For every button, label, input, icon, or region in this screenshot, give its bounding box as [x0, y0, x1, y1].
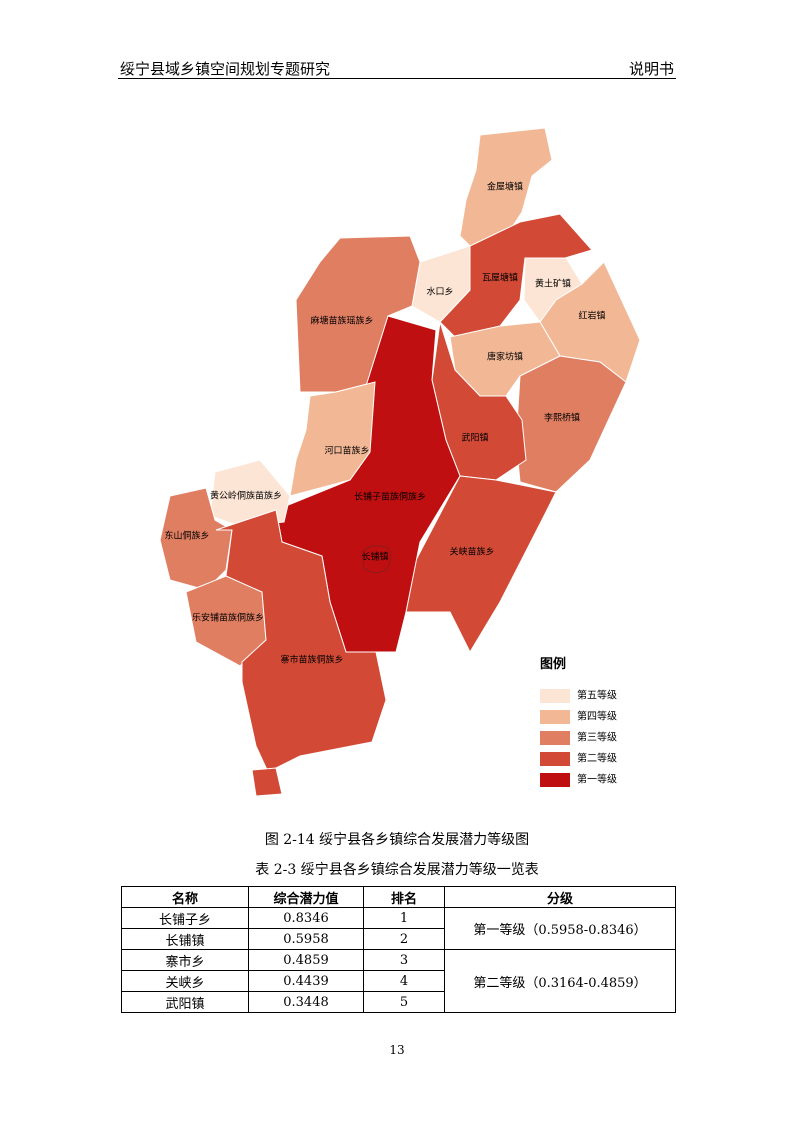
cell: 长铺子乡: [121, 907, 249, 929]
region-label: 乐安铺苗族侗族乡: [192, 612, 264, 624]
cell: 1: [363, 907, 445, 929]
th: 分级: [444, 886, 676, 908]
table: 名称 综合潜力值 排名 分级 长铺子乡 0.8346 1 第一等级（0.5958-0.…: [121, 886, 676, 1013]
map-region: [515, 355, 627, 493]
map-region: [215, 509, 387, 773]
region-label: 寨市苗族侗族乡: [280, 654, 343, 666]
region-label: 东山侗族乡: [164, 530, 209, 542]
legend-label: 第五等级: [577, 689, 617, 702]
table-header: 名称 综合潜力值 排名 分级: [121, 886, 676, 908]
header-rule: [118, 78, 676, 79]
cell: 5: [363, 991, 445, 1013]
cell: 0.3448: [248, 991, 364, 1013]
map-region: [289, 381, 376, 497]
header-right: 说明书: [628, 60, 674, 78]
region-label: 关峡苗族乡: [449, 546, 494, 558]
cell: 第二等级（0.3164-0.4859）: [444, 949, 676, 1013]
figure-caption: 图 2-14 绥宁县各乡镇综合发展潜力等级图: [264, 832, 530, 848]
page-number: 13: [389, 1043, 405, 1057]
region-label: 李熙桥镇: [544, 412, 580, 424]
cell: 2: [363, 928, 445, 950]
cell: 0.4859: [248, 949, 364, 971]
th: 综合潜力值: [248, 886, 364, 908]
town-outline: [361, 545, 391, 573]
region-label: 水口乡: [426, 286, 453, 298]
region-label: 武阳镇: [461, 432, 488, 444]
cell: 0.8346: [248, 907, 364, 929]
table-caption: 表 2-3 绥宁县各乡镇综合发展潜力等级一览表: [255, 862, 539, 878]
cell: 寨市乡: [121, 949, 249, 971]
region-label: 长铺子苗族侗族乡: [354, 491, 426, 503]
cell: 长铺镇: [121, 928, 249, 950]
cell: 4: [363, 970, 445, 992]
header-title: 绥宁县域乡镇空间规划专题研究: [120, 60, 331, 78]
region-label: 黄公岭侗族苗族乡: [210, 490, 282, 502]
legend-swatch: [540, 731, 570, 745]
legend-swatch: [540, 689, 570, 703]
region-label: 唐家坊镇: [487, 351, 523, 363]
region-label: 瓦屋塘镇: [482, 272, 518, 284]
cell: 武阳镇: [121, 991, 249, 1013]
region-label: 金屋塘镇: [487, 181, 523, 193]
legend-swatch: [540, 752, 570, 766]
legend-label: 第四等级: [577, 710, 617, 723]
cell: 关峡乡: [121, 970, 249, 992]
legend-label: 第一等级: [577, 773, 617, 786]
legend-label: 第三等级: [577, 731, 617, 744]
legend-title: 图例: [540, 656, 566, 672]
th: 排名: [363, 886, 445, 908]
town-label: 长铺镇: [361, 551, 388, 563]
legend-swatch: [540, 773, 570, 787]
map-region: [251, 767, 283, 797]
cell: 0.4439: [248, 970, 364, 992]
cell: 0.5958: [248, 928, 364, 950]
region-label: 黄土矿镇: [535, 278, 571, 290]
cell: 3: [363, 949, 445, 971]
cell: 第一等级（0.5958-0.8346）: [444, 907, 676, 950]
legend-label: 第二等级: [577, 752, 617, 765]
region-label: 河口苗族乡: [324, 445, 369, 457]
th: 名称: [121, 886, 249, 908]
region-label: 红岩镇: [578, 310, 605, 322]
map-region: [159, 487, 233, 591]
legend-swatch: [540, 710, 570, 724]
region-label: 麻塘苗族瑶族乡: [310, 315, 373, 327]
